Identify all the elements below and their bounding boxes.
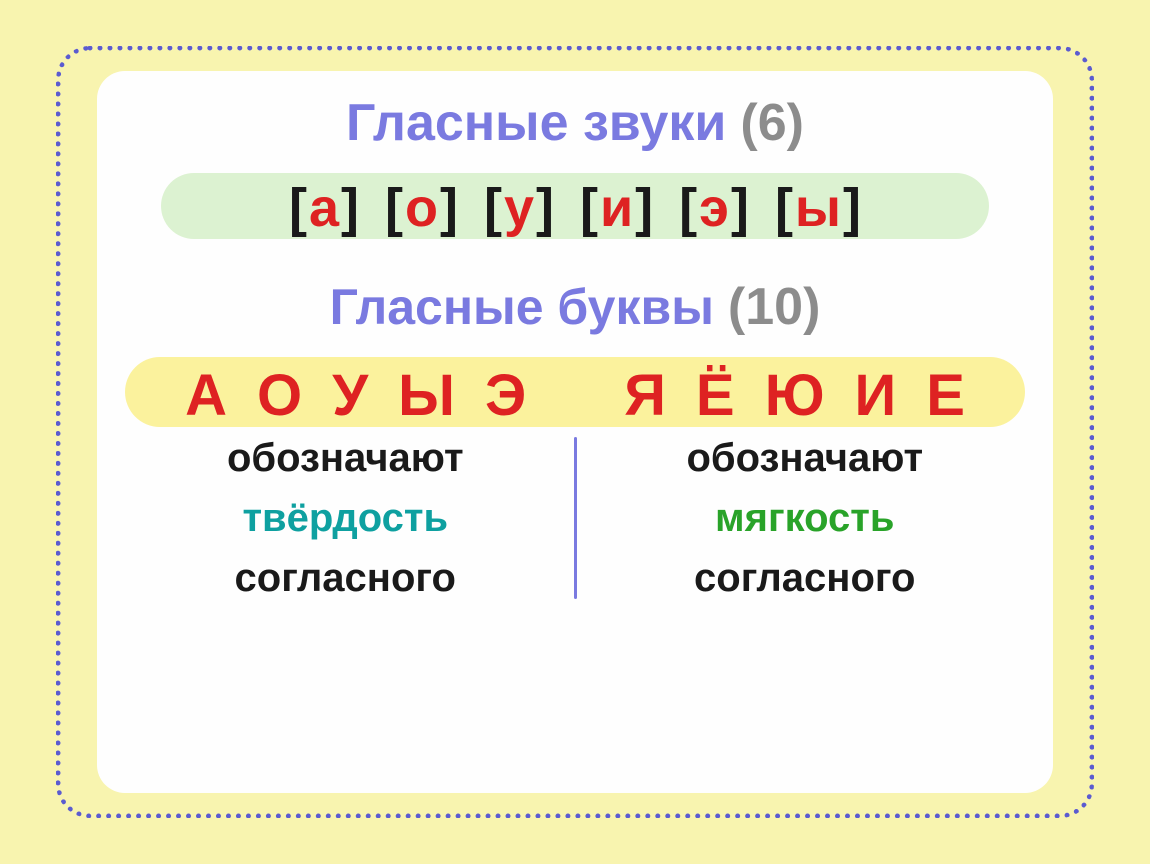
vowel-letter: Ё <box>696 367 735 425</box>
sound-letter: э <box>697 181 731 235</box>
bracket-close: ] <box>440 181 458 235</box>
sounds-heading: Гласные звуки (6) <box>346 93 804 153</box>
sound-item: [и] <box>580 181 653 235</box>
letters-count: (10) <box>728 277 820 337</box>
bracket-open: [ <box>580 181 598 235</box>
sound-item: [у] <box>484 181 554 235</box>
denote-label-right: обозначают <box>686 433 923 483</box>
bracket-open: [ <box>289 181 307 235</box>
consonant-label-left: согласного <box>235 553 456 603</box>
bracket-open: [ <box>679 181 697 235</box>
sound-letter: ы <box>793 181 843 235</box>
sound-letter: о <box>403 181 440 235</box>
hard-letters-group: АОУЫЭ <box>185 367 526 425</box>
sound-item: [э] <box>679 181 749 235</box>
letters-pill: АОУЫЭ ЯЁЮИЕ <box>125 357 1025 427</box>
sound-letter: а <box>307 181 341 235</box>
vowel-letter: Э <box>485 367 526 425</box>
vowel-letter: О <box>257 367 302 425</box>
hard-column: обозначают твёрдость согласного <box>125 433 566 603</box>
letters-title: Гласные буквы <box>330 278 714 336</box>
vowel-letter: Ю <box>765 367 825 425</box>
bracket-close: ] <box>635 181 653 235</box>
sound-letter: и <box>598 181 635 235</box>
vowel-letter: Я <box>624 367 666 425</box>
bracket-open: [ <box>385 181 403 235</box>
letters-heading: Гласные буквы (10) <box>330 277 821 337</box>
soft-column: обозначают мягкость согласного <box>585 433 1026 603</box>
vowel-letter: Ы <box>398 367 455 425</box>
hardness-word: твёрдость <box>242 493 448 543</box>
softness-word: мягкость <box>715 493 894 543</box>
content-panel: Гласные звуки (6) [а][о][у][и][э][ы] Гла… <box>97 71 1053 793</box>
sound-item: [о] <box>385 181 458 235</box>
sounds-pill: [а][о][у][и][э][ы] <box>161 173 989 239</box>
vowel-letter: Е <box>926 367 965 425</box>
dotted-frame: Гласные звуки (6) [а][о][у][и][э][ы] Гла… <box>56 46 1094 818</box>
outer-background: Гласные звуки (6) [а][о][у][и][э][ы] Гла… <box>0 0 1150 864</box>
sounds-count: (6) <box>740 93 804 153</box>
vertical-divider <box>574 437 577 599</box>
sound-item: [а] <box>289 181 359 235</box>
soft-letters-group: ЯЁЮИЕ <box>624 367 965 425</box>
bracket-open: [ <box>775 181 793 235</box>
bottom-row: обозначают твёрдость согласного обознача… <box>125 433 1025 603</box>
bracket-close: ] <box>731 181 749 235</box>
sound-item: [ы] <box>775 181 861 235</box>
bracket-close: ] <box>843 181 861 235</box>
sounds-title: Гласные звуки <box>346 93 726 153</box>
consonant-label-right: согласного <box>694 553 915 603</box>
sound-letter: у <box>502 181 536 235</box>
vowel-letter: И <box>855 367 897 425</box>
bracket-close: ] <box>341 181 359 235</box>
bracket-open: [ <box>484 181 502 235</box>
bracket-close: ] <box>536 181 554 235</box>
vowel-letter: У <box>332 367 368 425</box>
vowel-letter: А <box>185 367 227 425</box>
denote-label-left: обозначают <box>227 433 464 483</box>
